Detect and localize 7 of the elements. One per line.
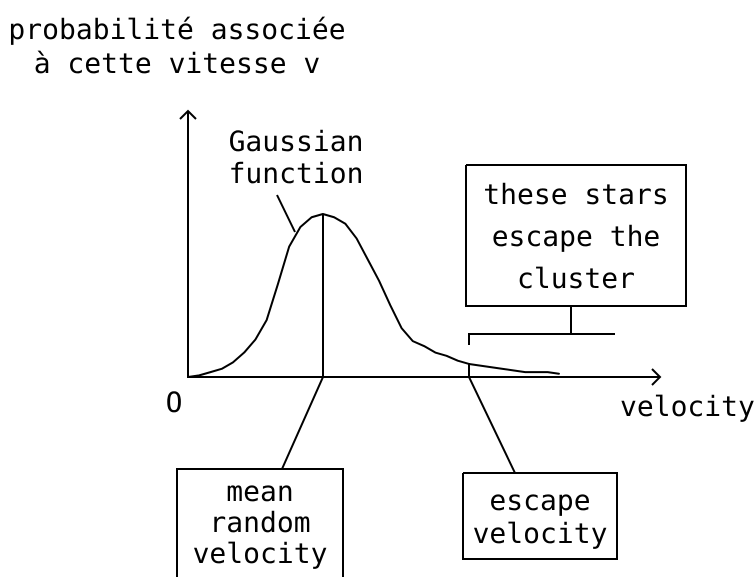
text: mean random velocity (192, 475, 328, 570)
text: escape velocity (472, 484, 608, 550)
y-axis-title: probabilité associée à cette vitesse v (7, 13, 347, 81)
annotation: these stars escape the cluster (482, 177, 670, 297)
series-label: Gaussian function (228, 125, 364, 190)
text: O (164, 386, 184, 419)
x-axis-title: velocity (620, 390, 755, 423)
